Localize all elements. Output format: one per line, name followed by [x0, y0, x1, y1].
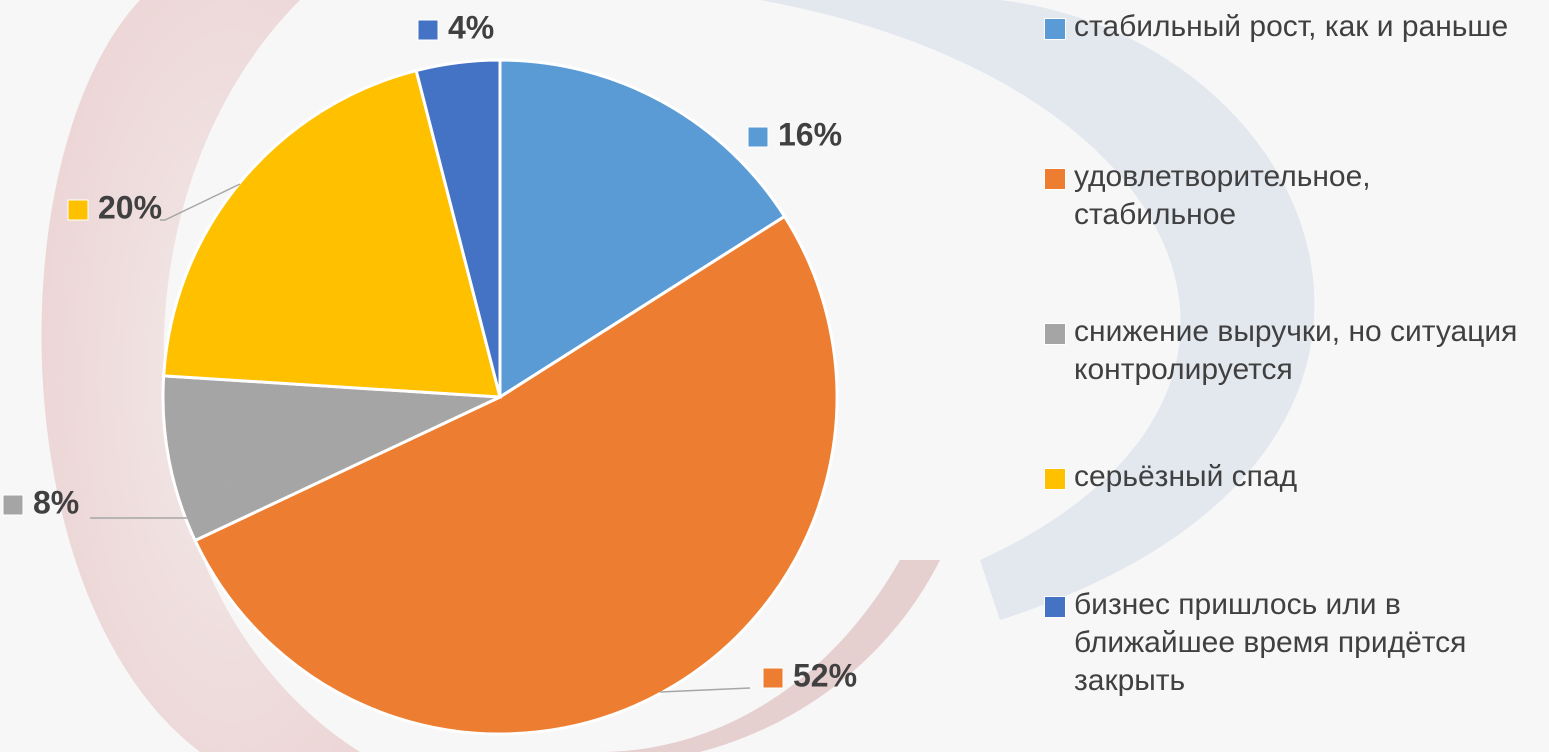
legend-swatch	[1044, 596, 1066, 618]
legend-item: серьёзный спад	[1040, 458, 1520, 496]
label-swatch	[762, 667, 784, 689]
background-decor	[41, 0, 1315, 752]
data-label: 20%	[98, 189, 162, 225]
leader-line	[90, 461, 251, 519]
pie-slice	[161, 374, 501, 543]
pie-slice	[162, 68, 502, 399]
label-swatch	[2, 494, 24, 516]
legend-item: стабильный рост, как и раньше	[1040, 8, 1520, 46]
leader-line	[160, 183, 241, 221]
legend-item: бизнес пришлось или в ближайшее время пр…	[1040, 586, 1520, 700]
data-label: 16%	[778, 116, 842, 152]
legend-label: бизнес пришлось или в ближайшее время пр…	[1074, 588, 1467, 697]
label-swatch	[417, 19, 439, 41]
legend-item: снижение выручки, но ситуация контролиру…	[1040, 313, 1520, 389]
legend-swatch	[1044, 468, 1066, 490]
pie-slice	[498, 58, 787, 400]
legend-item: удовлетворительное, стабильное	[1040, 158, 1520, 234]
legend-label: удовлетворительное, стабильное	[1074, 160, 1371, 231]
legend-label: серьёзный спад	[1074, 460, 1298, 493]
leader-line	[659, 687, 751, 693]
legend-swatch	[1044, 168, 1066, 190]
label-swatch	[67, 199, 89, 221]
label-swatch	[747, 126, 769, 148]
legend-swatch	[1044, 18, 1066, 40]
legend-label: стабильный рост, как и раньше	[1074, 10, 1509, 43]
legend-swatch	[1044, 323, 1066, 345]
pie-slice	[414, 58, 502, 398]
data-label: 8%	[33, 484, 79, 520]
legend-label: снижение выручки, но ситуация контролиру…	[1074, 315, 1518, 386]
data-label: 52%	[793, 657, 857, 693]
data-label: 4%	[448, 9, 494, 45]
